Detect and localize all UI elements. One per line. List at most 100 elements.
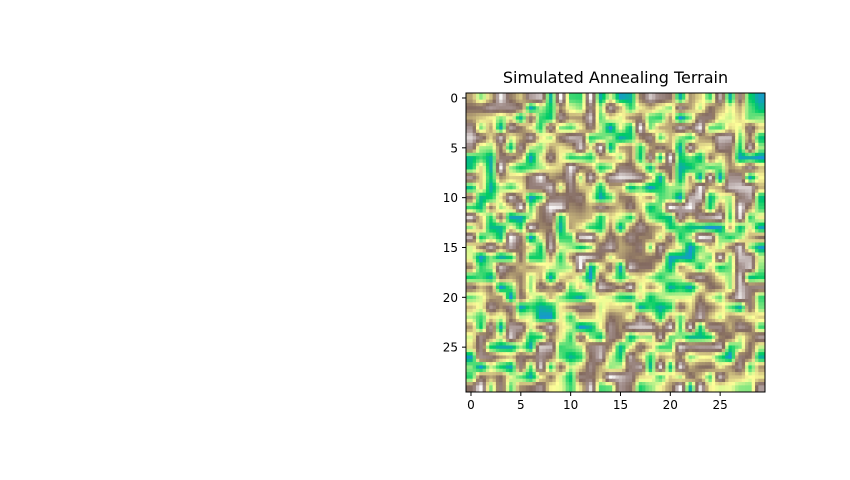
heatmap-cell [495,106,500,111]
heatmap-cell [708,159,713,164]
heatmap-cell [489,272,494,277]
heatmap-cell [721,222,726,227]
heatmap-cell [751,166,756,171]
heatmap-cell [622,136,627,141]
heatmap-cell [735,126,740,131]
heatmap-cell [662,199,666,204]
heatmap-cell [512,169,517,174]
heatmap-cell [662,106,666,111]
heatmap-cell [685,232,690,237]
heatmap-cell [718,249,723,254]
heatmap-cell [489,169,494,174]
heatmap-cell [632,229,637,234]
heatmap-cell [751,146,756,151]
heatmap-cell [705,235,710,240]
heatmap-cell [555,232,560,237]
heatmap-cell [652,129,656,134]
heatmap-cell [718,136,723,141]
heatmap-cell [718,242,723,247]
heatmap-cell [665,189,670,194]
heatmap-cell [509,102,514,107]
heatmap-cell [612,202,617,207]
heatmap-cell [485,119,490,124]
heatmap-cell [588,192,593,197]
heatmap-cell [668,146,673,151]
heatmap-cell [695,269,700,273]
heatmap-cell [479,106,484,111]
heatmap-cell [542,265,547,270]
heatmap-cell [515,219,520,224]
heatmap-cell [652,172,656,177]
heatmap-cell [489,219,494,224]
heatmap-cell [691,172,696,177]
heatmap-cell [532,186,537,190]
heatmap-cell [718,245,723,250]
heatmap-cell [691,126,696,131]
heatmap-cell [691,99,696,104]
heatmap-cell [482,99,487,104]
heatmap-cell [715,259,720,264]
heatmap-cell [625,99,630,104]
heatmap-cell [721,109,726,114]
heatmap-cell [721,162,726,167]
heatmap-cell [612,142,617,147]
heatmap-cell [532,189,537,194]
heatmap-cell [765,226,769,230]
heatmap-cell [705,219,710,224]
heatmap-cell [588,122,593,127]
heatmap-cell [681,139,686,144]
heatmap-cell [751,122,756,127]
heatmap-cell [758,182,763,187]
heatmap-cell [602,245,607,250]
heatmap-cell [612,136,617,141]
heatmap-cell [572,93,577,97]
heatmap-cell [705,249,710,254]
heatmap-cell [582,195,587,200]
heatmap-cell [655,172,660,177]
heatmap-cell [472,219,477,224]
heatmap-cell [575,189,580,194]
heatmap-cell [645,245,650,250]
heatmap-cell [535,156,540,161]
heatmap-cell [645,205,650,210]
heatmap-cell [738,142,743,147]
heatmap-cell [512,242,517,247]
heatmap-cell [685,156,690,161]
heatmap-cell [758,215,763,220]
heatmap-cell [745,102,749,107]
heatmap-cell [568,112,573,117]
heatmap-cell [482,199,487,204]
heatmap-cell [708,119,713,124]
heatmap-cell [545,199,550,204]
heatmap-cell [585,222,590,227]
heatmap-cell [608,176,613,180]
heatmap-cell [715,182,720,187]
heatmap-cell [708,109,713,114]
heatmap-cell [479,189,484,194]
heatmap-cell [765,236,769,240]
heatmap-cell [618,235,623,240]
heatmap-cell [618,272,623,277]
heatmap-cell [578,189,583,194]
heatmap-cell [515,156,520,161]
heatmap-cell [755,195,759,200]
heatmap-cell [575,245,580,250]
heatmap-cell [632,192,637,197]
heatmap-cell [492,169,497,174]
heatmap-cell [519,96,524,101]
heatmap-cell [642,199,646,204]
heatmap-cell [711,169,716,174]
heatmap-cell [509,255,514,260]
heatmap-cell [761,252,765,257]
heatmap-cell [758,259,763,264]
heatmap-cell [585,249,590,254]
heatmap-cell [721,156,726,161]
heatmap-cell [705,129,710,134]
heatmap-cell [552,245,557,250]
heatmap-cell [582,192,587,197]
heatmap-cell [542,192,547,197]
heatmap-cell [695,272,700,277]
heatmap-cell [642,239,646,244]
heatmap-cell [515,255,520,260]
heatmap-cell [466,179,470,184]
